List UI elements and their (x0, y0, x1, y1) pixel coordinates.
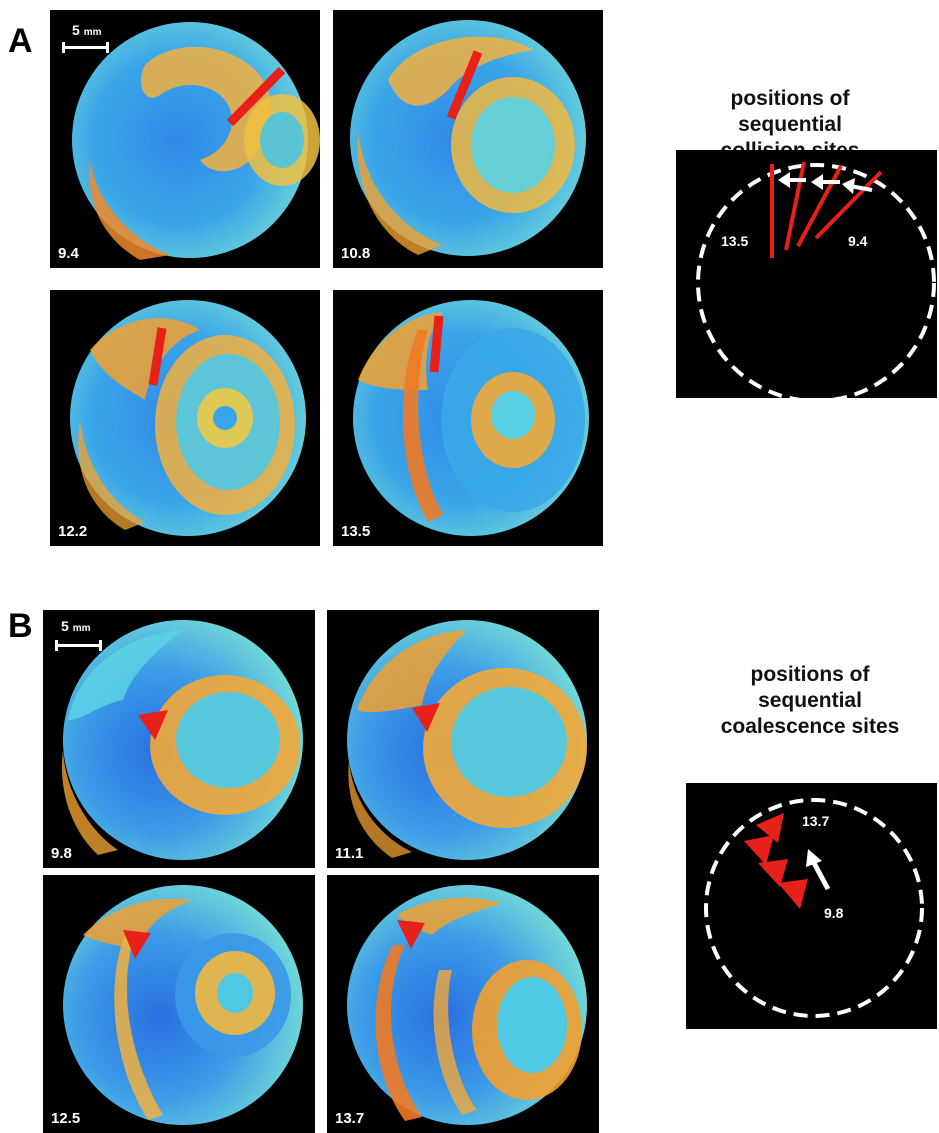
collision-line (784, 161, 806, 251)
coalescence-arrowhead (756, 813, 784, 843)
atrial-boundary (704, 798, 924, 1018)
time-label: 12.5 (51, 1110, 81, 1127)
panel-b-frame-2: 11.1 (327, 610, 599, 868)
coalescence-sites-title: positions of sequential coalescence site… (720, 663, 900, 738)
activation-map (70, 300, 306, 536)
time-label: 9.4 (58, 245, 79, 262)
scale-bar: 5 mm (55, 618, 105, 652)
collision-line (429, 315, 444, 373)
collision-line (796, 165, 843, 247)
collision-line (148, 327, 167, 386)
scale-bar: 5 mm (62, 22, 112, 53)
time-label: 13.5 (341, 523, 371, 540)
coalescence-arrowhead (744, 835, 774, 865)
collision-line (446, 50, 483, 120)
coalescence-arrowhead (123, 930, 151, 959)
coalescence-arrowhead (397, 920, 425, 949)
collision-sites-schematic: 13.5 9.4 (676, 150, 937, 398)
coalescence-arrowhead (412, 703, 440, 732)
activation-map (347, 885, 587, 1125)
start-time-label: 13.5 (721, 233, 749, 249)
activation-map (63, 885, 303, 1125)
activation-map (353, 300, 589, 536)
coalescence-arrowhead (758, 859, 788, 887)
collision-line (814, 170, 883, 240)
panel-a-frame-3: 12.2 (50, 290, 320, 546)
coalescence-arrowhead (138, 710, 168, 740)
panel-a-frame-2: 10.8 (333, 10, 603, 268)
panel-b-frame-1: 5 mm 9.8 (43, 610, 315, 868)
time-label: 10.8 (341, 245, 371, 262)
collision-line (226, 66, 286, 127)
end-time-label: 9.4 (848, 233, 868, 249)
time-label: 11.1 (335, 845, 364, 862)
start-time-label: 13.7 (802, 813, 830, 829)
activation-map (347, 620, 587, 860)
coalescence-arrowhead (778, 879, 808, 909)
time-label: 9.8 (51, 845, 72, 862)
coalescence-sites-schematic: 13.7 9.8 (686, 783, 937, 1029)
panel-a-frame-1: 5 mm 9.4 (50, 10, 320, 268)
progression-arrow (806, 849, 831, 891)
progression-arrows (778, 172, 873, 194)
panel-b-letter: B (8, 607, 33, 645)
panel-a-frame-4: 13.5 (333, 290, 603, 546)
panel-a-letter: A (8, 22, 33, 60)
activation-map (61, 620, 303, 860)
atrial-boundary (696, 163, 936, 398)
panel-b-frame-4: 13.7 (327, 875, 599, 1133)
time-label: 12.2 (58, 523, 88, 540)
time-label: 13.7 (335, 1110, 365, 1127)
panel-b-frame-3: 12.5 (43, 875, 315, 1133)
activation-map (72, 22, 320, 260)
activation-map (350, 20, 586, 256)
end-time-label: 9.8 (824, 905, 844, 921)
